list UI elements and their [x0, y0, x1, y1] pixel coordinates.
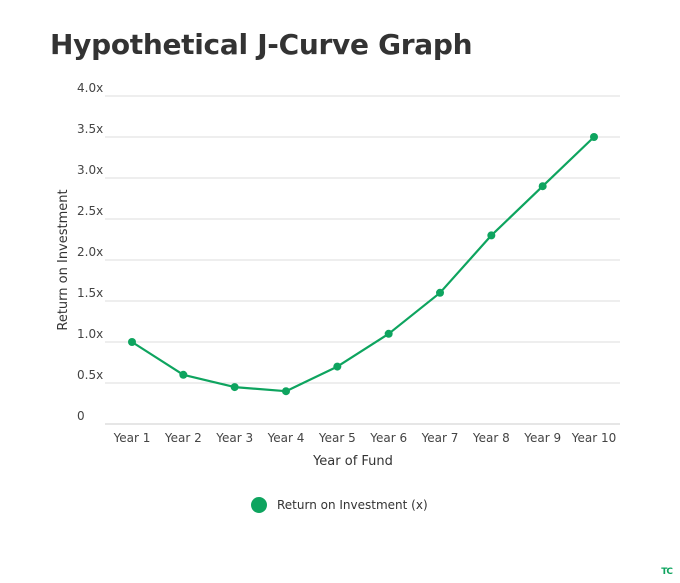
data-point	[538, 182, 547, 191]
y-tick-label: 3.0x	[77, 163, 103, 177]
x-tick-label: Year 7	[421, 431, 459, 445]
data-point	[128, 338, 136, 346]
legend: Return on Investment (x)	[251, 497, 428, 513]
data-point	[487, 231, 496, 240]
data-point	[179, 370, 188, 379]
x-tick-label: Year 5	[318, 431, 356, 445]
y-tick-label: 0.5x	[77, 368, 103, 382]
brand-logo: TC	[661, 567, 673, 577]
chart-title: Hypothetical J-Curve Graph	[50, 28, 473, 61]
x-tick-label: Year 6	[369, 431, 407, 445]
y-tick-label: 2.0x	[77, 245, 103, 259]
x-axis-ticks: Year 1 Year 2 Year 3 Year 4 Year 5 Year 6 Year…	[113, 431, 617, 445]
x-tick-label: Year 1	[113, 431, 151, 445]
x-tick-label: Year 9	[523, 431, 561, 445]
series-line	[131, 136, 595, 393]
y-tick-label: 3.5x	[77, 122, 103, 136]
y-tick-label: 1.5x	[77, 286, 103, 300]
grid-lines	[105, 95, 620, 425]
x-tick-label: Year 10	[571, 431, 617, 445]
x-axis-title: Year of Fund	[312, 454, 393, 469]
data-point	[333, 362, 342, 371]
data-point	[230, 383, 239, 392]
x-tick-label: Year 2	[164, 431, 202, 445]
y-tick-label: 0	[77, 409, 85, 423]
x-tick-label: Year 3	[215, 431, 253, 445]
series-points	[128, 133, 598, 396]
x-tick-label: Year 4	[267, 431, 305, 445]
data-point	[384, 329, 393, 338]
y-tick-label: 2.5x	[77, 204, 103, 218]
y-tick-label: 1.0x	[77, 327, 103, 341]
data-point	[590, 133, 598, 141]
data-point	[282, 387, 290, 396]
y-axis-ticks: 0 0.5x 1.0x 1.5x 2.0x 2.5x 3.0x 3.5x 4.0x	[77, 81, 103, 423]
y-axis-title: Return on Investment	[56, 189, 71, 330]
y-tick-label: 4.0x	[77, 81, 103, 95]
data-point	[436, 288, 444, 297]
legend-swatch	[251, 497, 267, 513]
x-tick-label: Year 8	[472, 431, 510, 445]
legend-label: Return on Investment (x)	[277, 498, 428, 512]
